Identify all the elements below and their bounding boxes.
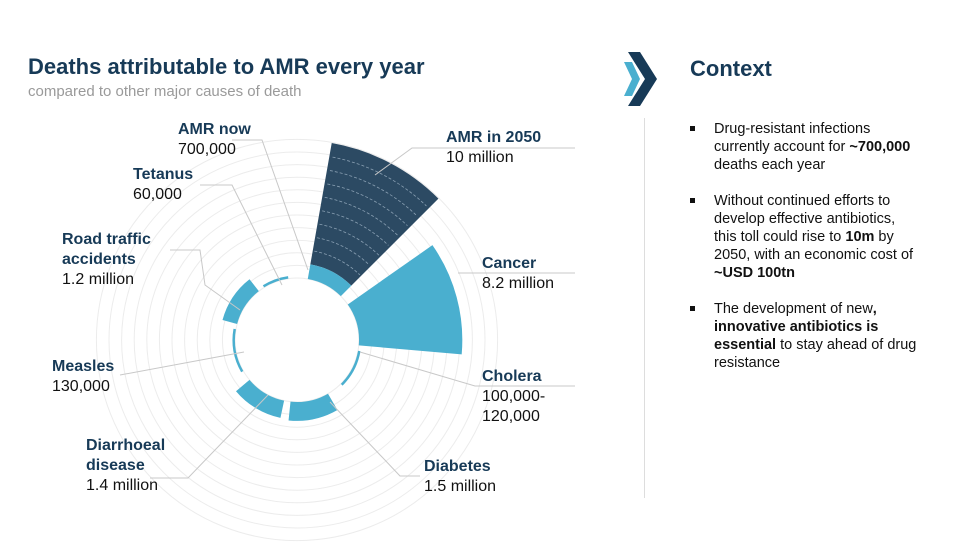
grid-ring — [95, 138, 499, 542]
bullet-text: to stay ahead of drug resistance — [714, 337, 917, 371]
bar-cholera — [340, 350, 361, 386]
category-value: 60,000 — [133, 186, 182, 203]
category-value: 10 million — [446, 149, 514, 166]
category-value: 1.5 million — [424, 478, 497, 495]
category-value: 8.2 million — [482, 275, 555, 292]
bar-diarrhoeal-disease — [235, 379, 285, 418]
million-divider — [324, 197, 399, 236]
leader-line — [374, 147, 575, 176]
bullet-text: Without continued efforts to develop eff… — [714, 193, 896, 245]
label-diabetes: Diabetes 1.5 million — [424, 457, 496, 497]
bullet-text: The development of new — [714, 301, 873, 317]
leader-line — [119, 351, 245, 376]
million-divider — [319, 223, 380, 256]
divider — [644, 118, 645, 498]
leader-line — [150, 394, 269, 479]
category-name: Road traffic accidents — [62, 231, 151, 268]
grid-ring — [108, 151, 486, 529]
bullet-text: by 2050, with an economic cost of — [714, 229, 914, 263]
leader-line — [329, 401, 420, 477]
category-value: 130,000 — [52, 378, 110, 395]
bullet-text: ~700,000 — [849, 139, 911, 155]
bullet-text: Drug-resistant infections currently acco… — [714, 121, 871, 155]
chart-subtitle: compared to other major causes of death — [28, 83, 302, 100]
context-bullet: Drug-resistant infections currently acco… — [688, 120, 918, 174]
bar-amr-in-2050 — [310, 143, 439, 286]
million-divider — [327, 183, 408, 226]
bullet-text: deaths each year — [714, 157, 826, 173]
category-name: Measles — [52, 358, 115, 375]
label-amr-in-2050: AMR in 2050 10 million — [446, 128, 541, 168]
context-bullets: Drug-resistant infections currently acco… — [688, 120, 918, 390]
leader-line — [170, 249, 241, 311]
context-bullet: The development of new, innovative antib… — [688, 300, 918, 372]
chart-title: Deaths attributable to AMR every year — [28, 54, 425, 79]
context-title: Context — [690, 56, 772, 81]
million-divider — [332, 156, 427, 207]
leader-line — [232, 139, 309, 271]
label-diarrhoeal-disease: Diarrhoeal disease 1.4 million — [86, 436, 165, 496]
category-value: 700,000 — [178, 141, 236, 158]
category-name: AMR now — [178, 121, 251, 138]
million-divider — [316, 237, 370, 266]
bar-measles — [232, 328, 244, 373]
label-measles: Measles 130,000 — [52, 357, 114, 397]
bar-diabetes — [288, 393, 338, 421]
label-cholera: Cholera 100,000- 120,000 — [482, 367, 545, 427]
category-value: 100,000- 120,000 — [482, 388, 546, 425]
bar-road-traffic-accidents — [222, 279, 259, 324]
bullet-text: ~USD 100tn — [714, 265, 795, 281]
category-name: Cholera — [482, 368, 542, 385]
grid-ring — [121, 164, 473, 516]
label-road-traffic-accidents: Road traffic accidents 1.2 million — [62, 230, 151, 290]
category-name: AMR in 2050 — [446, 129, 542, 146]
category-name: Cancer — [482, 255, 537, 272]
bullet-text: , innovative antibiotics is essential — [714, 301, 879, 353]
leader-line — [359, 351, 575, 387]
category-value: 1.4 million — [86, 477, 159, 494]
category-name: Tetanus — [133, 166, 194, 183]
label-amr-now: AMR now 700,000 — [178, 120, 251, 160]
bar-cancer — [347, 245, 463, 355]
million-divider — [322, 210, 389, 246]
label-cancer: Cancer 8.2 million — [482, 254, 554, 294]
context-bullet: Without continued efforts to develop eff… — [688, 192, 918, 282]
category-name: Diabetes — [424, 458, 491, 475]
bar-tetanus — [262, 276, 289, 288]
million-divider — [314, 250, 361, 276]
leader-line — [200, 184, 283, 286]
category-name: Diarrhoeal disease — [86, 437, 166, 474]
bullet-text: 10m — [845, 229, 875, 245]
bar-amr-now — [307, 264, 352, 297]
label-tetanus: Tetanus 60,000 — [133, 165, 193, 205]
category-value: 1.2 million — [62, 271, 135, 288]
